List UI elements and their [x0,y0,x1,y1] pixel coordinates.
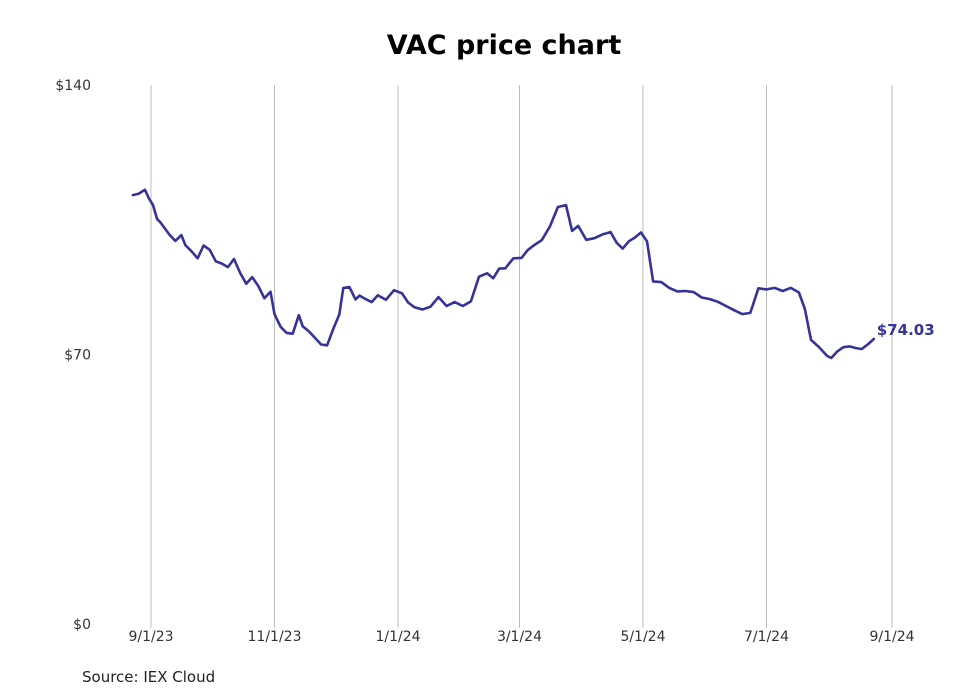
x-tick-label: 3/1/24 [497,629,542,645]
x-axis-ticks: 9/1/23 11/1/23 1/1/24 3/1/24 5/1/24 7/1/24 9/1… [128,629,914,645]
x-tick-label: 5/1/24 [620,629,665,645]
y-tick-label: $70 [64,348,91,364]
chart-title: VAC price chart [386,30,622,61]
x-tick-label: 9/1/24 [869,629,914,645]
price-line [131,188,876,360]
y-tick-label: $0 [73,617,91,633]
series-group [131,188,876,360]
last-price-label: $74.03 [877,321,935,339]
x-tick-label: 7/1/24 [744,629,789,645]
y-tick-label: $140 [55,78,91,94]
y-axis-ticks: $0 $70 $140 [55,78,91,633]
annotation-group: $74.03 [877,321,935,339]
source-note: Source: IEX Cloud [82,668,216,686]
x-tick-label: 1/1/24 [375,629,420,645]
x-tick-label: 11/1/23 [248,629,302,645]
x-tick-label: 9/1/23 [128,629,173,645]
grid-lines [150,85,893,628]
